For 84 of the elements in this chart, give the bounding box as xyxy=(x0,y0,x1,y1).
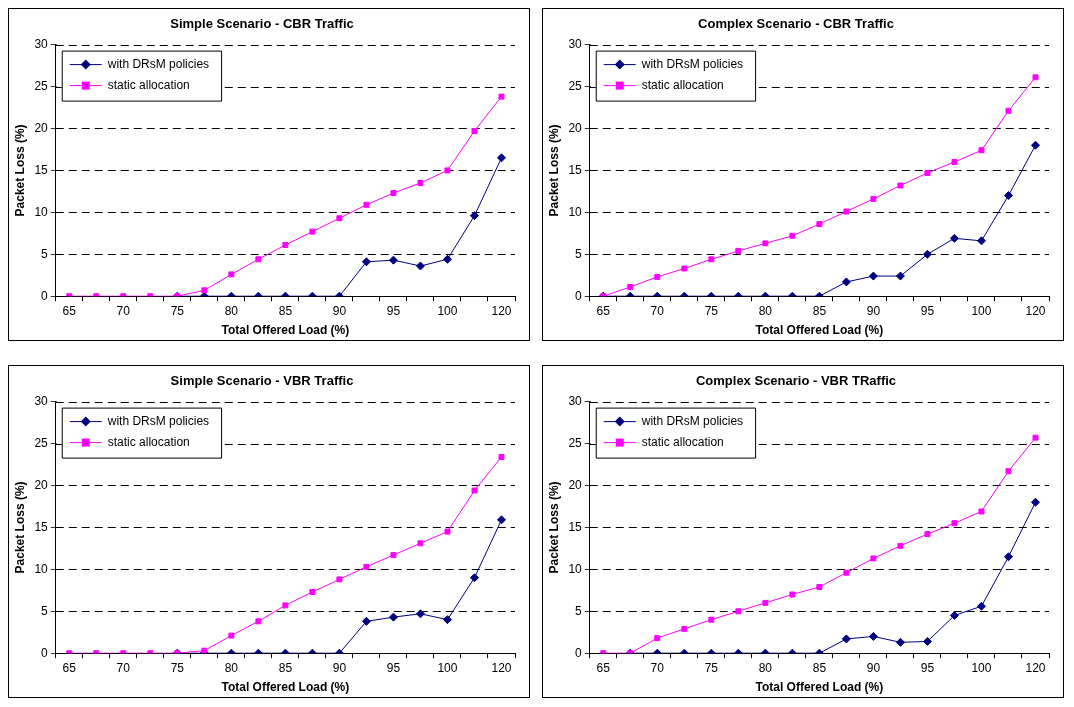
y-axis-title: Packet Loss (%) xyxy=(546,481,561,574)
y-tick-label: 20 xyxy=(568,477,583,492)
y-tick-label: 15 xyxy=(34,519,49,534)
x-axis-title: Total Offered Load (%) xyxy=(755,680,884,695)
x-tick-label: 80 xyxy=(224,303,239,318)
y-tick-label: 15 xyxy=(568,519,583,534)
chart-title: Simple Scenario - CBR Traffic xyxy=(170,16,354,32)
x-axis-title: Total Offered Load (%) xyxy=(221,680,350,695)
y-tick-label: 30 xyxy=(568,36,583,51)
x-tick-label: 90 xyxy=(332,660,347,675)
x-axis-title: Total Offered Load (%) xyxy=(221,323,350,338)
x-tick-label: 85 xyxy=(812,660,827,675)
x-tick-label: 80 xyxy=(758,303,773,318)
y-tick-label: 10 xyxy=(34,204,49,219)
y-tick-label: 5 xyxy=(41,603,49,618)
x-tick-label: 120 xyxy=(1025,303,1046,318)
x-tick-label: 120 xyxy=(491,303,512,318)
y-tick-label: 15 xyxy=(568,162,583,177)
y-tick-label: 20 xyxy=(34,477,49,492)
y-tick-label: 10 xyxy=(568,561,583,576)
chart-title: Simple Scenario - VBR Traffic xyxy=(170,373,354,389)
x-tick-label: 75 xyxy=(170,303,185,318)
y-tick-label: 0 xyxy=(41,288,49,303)
x-tick-label: 70 xyxy=(650,660,665,675)
y-tick-label: 25 xyxy=(34,435,49,450)
y-tick-label: 25 xyxy=(568,78,583,93)
y-tick-label: 5 xyxy=(575,246,583,261)
x-tick-label: 75 xyxy=(170,660,185,675)
y-tick-label: 20 xyxy=(34,120,49,135)
x-tick-label: 70 xyxy=(116,660,131,675)
y-tick-label: 5 xyxy=(41,246,49,261)
chart-title: Complex Scenario - VBR TRaffic xyxy=(695,373,897,389)
x-tick-label: 65 xyxy=(596,303,611,318)
y-tick-label: 25 xyxy=(34,78,49,93)
y-axis-title: Packet Loss (%) xyxy=(12,481,27,574)
y-tick-label: 20 xyxy=(568,120,583,135)
x-tick-label: 100 xyxy=(971,660,992,675)
x-tick-label: 100 xyxy=(437,303,458,318)
x-tick-label: 95 xyxy=(920,303,935,318)
x-tick-label: 85 xyxy=(812,303,827,318)
x-axis-title: Total Offered Load (%) xyxy=(755,323,884,338)
x-tick-label: 85 xyxy=(278,660,293,675)
y-tick-label: 25 xyxy=(568,435,583,450)
x-tick-label: 120 xyxy=(491,660,512,675)
x-tick-label: 120 xyxy=(1025,660,1046,675)
legend-label: static allocation xyxy=(107,434,190,449)
x-tick-label: 65 xyxy=(62,303,77,318)
y-tick-label: 0 xyxy=(41,645,49,660)
x-tick-label: 100 xyxy=(971,303,992,318)
y-tick-label: 30 xyxy=(568,393,583,408)
x-tick-label: 90 xyxy=(866,660,881,675)
x-tick-label: 75 xyxy=(704,303,719,318)
x-tick-label: 80 xyxy=(758,660,773,675)
legend-label: with DRsM policies xyxy=(106,56,210,71)
y-tick-label: 0 xyxy=(575,645,583,660)
legend-label: static allocation xyxy=(641,77,724,92)
x-tick-label: 95 xyxy=(386,303,401,318)
x-tick-label: 90 xyxy=(866,303,881,318)
y-tick-label: 0 xyxy=(575,288,583,303)
y-axis-title: Packet Loss (%) xyxy=(546,124,561,217)
legend-label: with DRsM policies xyxy=(640,56,744,71)
x-tick-label: 80 xyxy=(224,660,239,675)
x-tick-label: 70 xyxy=(650,303,665,318)
x-tick-label: 95 xyxy=(386,660,401,675)
x-tick-label: 95 xyxy=(920,660,935,675)
legend-label: with DRsM policies xyxy=(640,413,744,428)
y-tick-label: 30 xyxy=(34,393,49,408)
y-tick-label: 30 xyxy=(34,36,49,51)
x-tick-label: 85 xyxy=(278,303,293,318)
y-tick-label: 5 xyxy=(575,603,583,618)
y-tick-label: 10 xyxy=(568,204,583,219)
y-tick-label: 10 xyxy=(34,561,49,576)
x-tick-label: 90 xyxy=(332,303,347,318)
y-axis-title: Packet Loss (%) xyxy=(12,124,27,217)
legend-label: with DRsM policies xyxy=(106,413,210,428)
legend-label: static allocation xyxy=(107,77,190,92)
y-tick-label: 15 xyxy=(34,162,49,177)
legend-label: static allocation xyxy=(641,434,724,449)
x-tick-label: 70 xyxy=(116,303,131,318)
x-tick-label: 100 xyxy=(437,660,458,675)
x-tick-label: 75 xyxy=(704,660,719,675)
x-tick-label: 65 xyxy=(596,660,611,675)
x-tick-label: 65 xyxy=(62,660,77,675)
chart-title: Complex Scenario - CBR Traffic xyxy=(698,16,894,32)
